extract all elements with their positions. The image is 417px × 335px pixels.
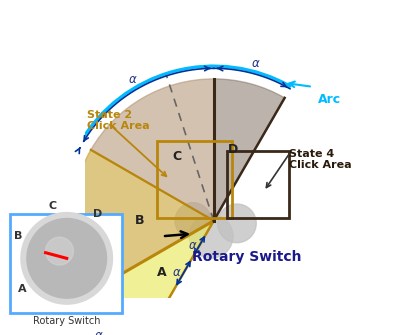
Text: A: A bbox=[18, 284, 27, 294]
Text: Rotary Switch: Rotary Switch bbox=[33, 316, 100, 326]
Wedge shape bbox=[72, 150, 214, 292]
Text: B: B bbox=[135, 214, 145, 227]
Text: B: B bbox=[14, 230, 22, 241]
Text: A: A bbox=[157, 266, 166, 279]
Wedge shape bbox=[91, 221, 214, 335]
Wedge shape bbox=[91, 79, 214, 221]
Text: Arc: Arc bbox=[318, 93, 341, 106]
Text: C: C bbox=[49, 201, 57, 211]
Text: $\alpha$: $\alpha$ bbox=[128, 73, 137, 86]
Text: $\alpha$: $\alpha$ bbox=[172, 266, 182, 279]
Text: C: C bbox=[172, 150, 181, 163]
Text: $\alpha$: $\alpha$ bbox=[94, 329, 103, 335]
Text: State 4
Click Area: State 4 Click Area bbox=[289, 148, 351, 170]
Circle shape bbox=[45, 237, 73, 265]
Circle shape bbox=[218, 204, 256, 243]
Text: $\alpha$: $\alpha$ bbox=[251, 57, 261, 70]
Circle shape bbox=[21, 213, 113, 304]
FancyBboxPatch shape bbox=[10, 214, 122, 313]
Text: State 2
Click Area: State 2 Click Area bbox=[87, 110, 150, 131]
Text: $\alpha$: $\alpha$ bbox=[46, 214, 56, 227]
Text: D: D bbox=[228, 143, 238, 156]
Text: $\alpha$: $\alpha$ bbox=[188, 239, 198, 252]
Text: Rotary Switch: Rotary Switch bbox=[193, 250, 302, 264]
Circle shape bbox=[27, 218, 106, 298]
Circle shape bbox=[175, 203, 211, 239]
Text: D: D bbox=[93, 209, 102, 219]
Wedge shape bbox=[214, 79, 285, 221]
Circle shape bbox=[189, 214, 233, 258]
